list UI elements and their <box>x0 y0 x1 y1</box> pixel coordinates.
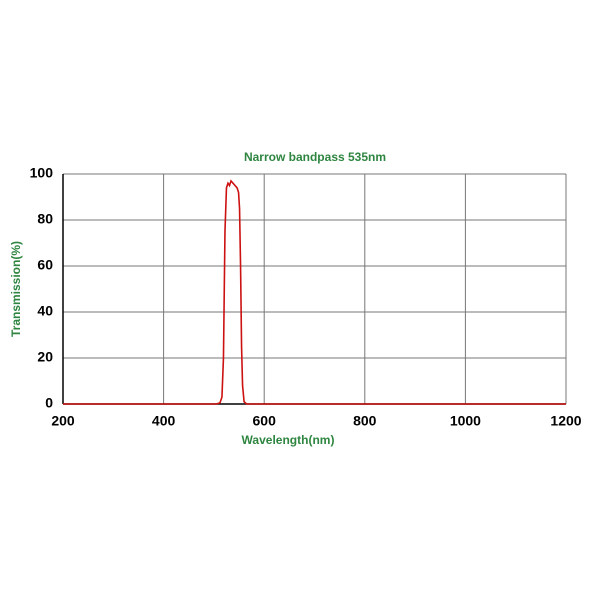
y-tick-label: 80 <box>37 211 53 227</box>
x-axis-label: Wavelength(nm) <box>242 433 335 447</box>
y-tick-label: 20 <box>37 349 53 365</box>
x-tick-label: 600 <box>253 413 277 429</box>
y-tick-label: 100 <box>30 165 54 181</box>
y-tick-label: 60 <box>37 257 53 273</box>
x-tick-label: 800 <box>353 413 377 429</box>
x-tick-label: 200 <box>51 413 75 429</box>
chart-title: Narrow bandpass 535nm <box>244 150 386 164</box>
x-tick-label: 1000 <box>450 413 481 429</box>
x-tick-label: 400 <box>152 413 176 429</box>
x-tick-label: 1200 <box>550 413 581 429</box>
y-tick-label: 0 <box>45 395 53 411</box>
y-tick-label: 40 <box>37 303 53 319</box>
y-axis-label: Transmission(%) <box>9 241 23 337</box>
data-line <box>63 179 566 405</box>
